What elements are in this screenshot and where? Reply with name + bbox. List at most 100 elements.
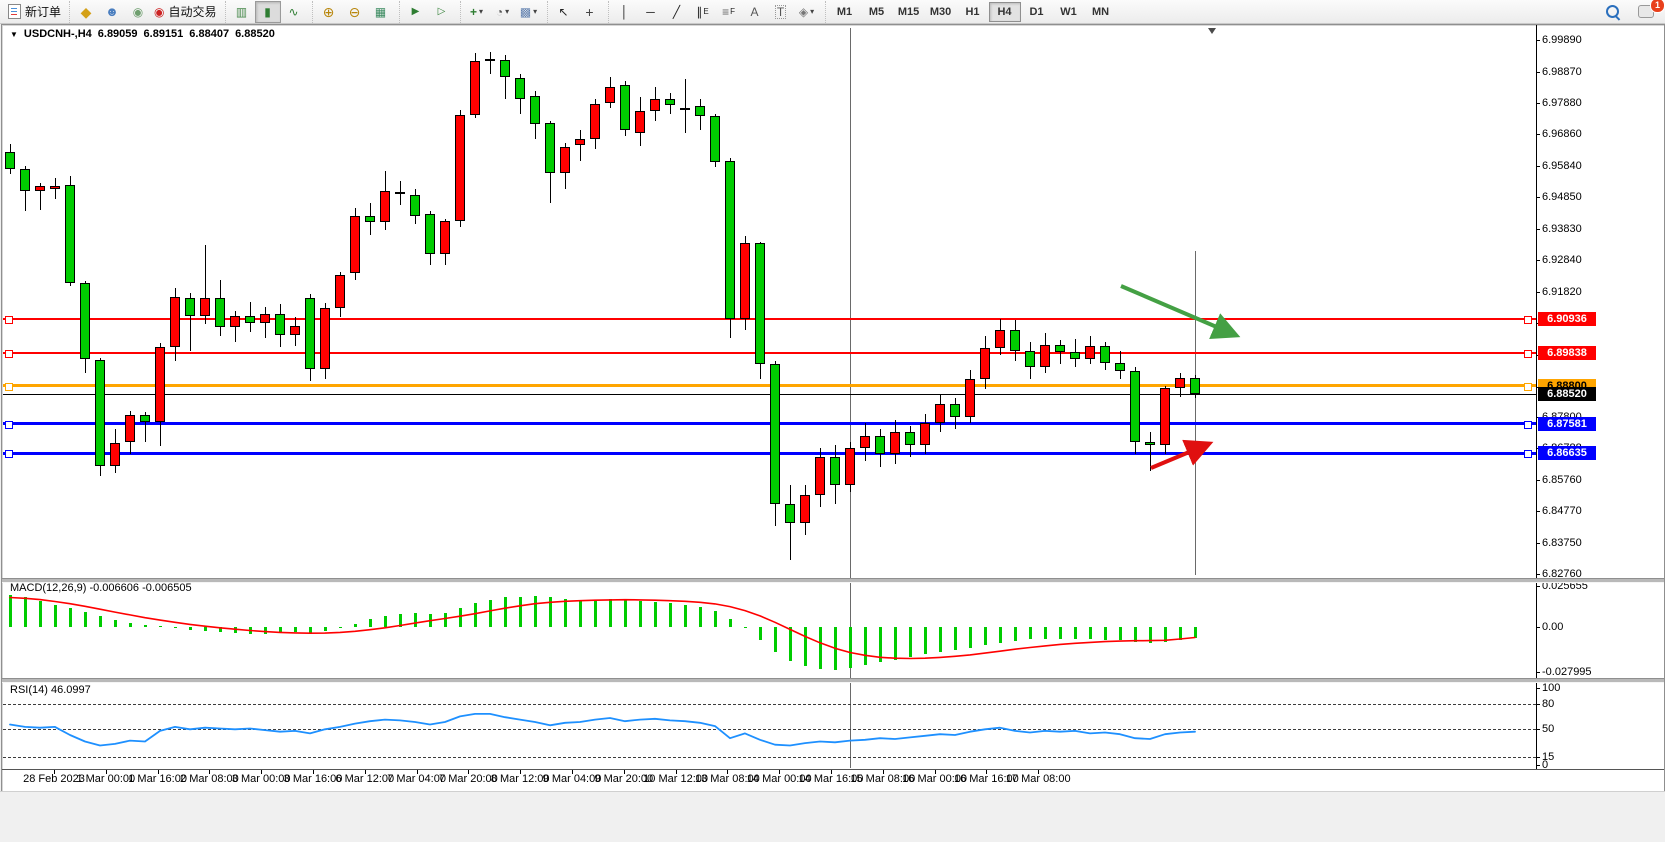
timeframe-h4[interactable]: H4 <box>988 1 1021 22</box>
candle <box>935 404 945 424</box>
candle <box>1115 362 1125 372</box>
time-axis-separator <box>2 769 1664 770</box>
candle <box>620 85 630 131</box>
market-watch-button[interactable]: ◆ <box>73 1 99 23</box>
macd-histogram-bar <box>459 608 462 627</box>
candle <box>1145 441 1155 445</box>
timeframe-toolbar: M1 M5 M15 M30 H1 H4 D1 W1 MN <box>824 0 1120 23</box>
price-axis-label: 6.83750 <box>1542 537 1582 550</box>
horizontal-line-object[interactable] <box>3 352 1536 355</box>
candle-wick <box>205 245 206 324</box>
macd-histogram-bar <box>1074 627 1077 639</box>
line-handle[interactable] <box>1524 350 1532 359</box>
price-axis-label: 6.84770 <box>1542 505 1582 518</box>
ohlc-high: 6.89151 <box>143 28 184 40</box>
timeframe-d1[interactable]: D1 <box>1029 5 1044 18</box>
timeframe-m1[interactable]: M1 <box>836 5 853 18</box>
line-handle[interactable] <box>1524 450 1532 459</box>
horizontal-line-object[interactable] <box>3 422 1536 426</box>
timeframe-mn[interactable]: MN <box>1091 5 1110 18</box>
template-button[interactable]: ▩ ▾ <box>516 1 542 23</box>
status-strip <box>0 791 1665 842</box>
add-chart-icon: + <box>470 4 478 19</box>
period-button[interactable]: ◔ ▾ <box>490 1 516 23</box>
time-axis-tick <box>934 770 936 774</box>
candle <box>1040 345 1050 367</box>
zoom-in-button[interactable]: ⊕ <box>316 1 342 23</box>
zoom-out-icon: ⊖ <box>348 3 361 20</box>
candle <box>1160 388 1170 445</box>
timeframe-h1[interactable]: H1 <box>965 5 980 18</box>
macd-histogram-bar <box>9 595 12 627</box>
label-button[interactable]: T <box>768 1 794 23</box>
shapes-button[interactable]: ◈ ▾ <box>794 1 820 23</box>
line-handle[interactable] <box>5 420 13 429</box>
auto-trading-button[interactable]: ◉ 自动交易 <box>151 1 220 23</box>
candle <box>560 146 570 174</box>
macd-histogram-bar <box>234 627 237 633</box>
line-handle[interactable] <box>5 450 13 459</box>
horizontal-line-object[interactable] <box>3 318 1536 321</box>
line-handle[interactable] <box>1524 316 1532 325</box>
chart-plot-area[interactable]: 6.90936 6.89838 6.88800 6.88520 6.87581 6.866… <box>2 25 1664 791</box>
candle <box>1190 377 1200 395</box>
bar-chart-button[interactable]: ▥ <box>229 1 255 23</box>
ohlc-open: 6.89059 <box>97 28 138 40</box>
collapse-icon[interactable]: ▼ <box>10 29 18 39</box>
macd-histogram-bar <box>354 623 357 627</box>
macd-histogram-bar <box>579 599 582 627</box>
candlestick-chart-button[interactable]: ▮ <box>254 0 281 23</box>
macd-histogram-bar <box>1194 627 1197 638</box>
channel-button[interactable]: ∥ E <box>696 4 709 19</box>
horizontal-line-object[interactable] <box>3 384 1536 388</box>
new-order-button[interactable]: 新订单 <box>5 1 64 23</box>
candle <box>260 314 270 324</box>
line-handle[interactable] <box>5 382 13 391</box>
timeframe-w1[interactable]: W1 <box>1060 5 1077 18</box>
candle <box>1010 329 1020 352</box>
signals-button[interactable]: ◉ <box>125 1 151 23</box>
vertical-line-button[interactable]: │ <box>612 1 638 23</box>
time-axis-tick <box>313 770 314 774</box>
line-handle[interactable] <box>1524 420 1532 429</box>
horizontal-line-object[interactable] <box>3 451 1536 455</box>
candle <box>1025 351 1035 367</box>
macd-label: MACD(12,26,9) -0.006606 -0.006505 <box>10 582 192 594</box>
new-chart-button[interactable]: + ▾ <box>464 1 490 23</box>
price-line-label: 6.88520 <box>1538 387 1596 402</box>
line-handle[interactable] <box>1524 382 1532 391</box>
timeframe-m15[interactable]: M15 <box>897 5 920 18</box>
text-button[interactable]: A <box>742 1 768 23</box>
candle <box>245 316 255 324</box>
trendline-button[interactable]: ╱ <box>664 1 690 23</box>
crosshair-button[interactable]: + <box>577 1 603 23</box>
notifications-button[interactable]: 1 <box>1633 0 1665 23</box>
profile-button[interactable]: ☻ <box>99 1 125 23</box>
search-button[interactable] <box>1599 1 1625 23</box>
tile-windows-button[interactable]: ▦ <box>368 1 394 23</box>
candle <box>920 423 930 445</box>
horizontal-line-button[interactable]: ─ <box>638 1 664 23</box>
chart-shift-button[interactable]: ▷ <box>429 1 455 23</box>
pane-separator[interactable] <box>2 578 1664 583</box>
fibonacci-button[interactable]: ≡ F <box>722 4 735 19</box>
timeframe-m5[interactable]: M5 <box>868 5 885 18</box>
price-axis-tick <box>1536 71 1540 73</box>
timeframe-m30[interactable]: M30 <box>929 5 952 18</box>
macd-histogram-bar <box>189 627 192 630</box>
line-handle[interactable] <box>5 316 13 325</box>
pane-separator[interactable] <box>2 678 1664 683</box>
vertical-line-object[interactable] <box>1195 251 1196 575</box>
candle <box>680 107 690 110</box>
zoom-out-button[interactable]: ⊖ <box>342 1 368 23</box>
current-price-line[interactable] <box>3 393 1536 395</box>
macd-histogram-bar <box>1044 627 1047 639</box>
auto-scroll-button[interactable]: ▶ <box>403 1 429 23</box>
time-axis-label: 10 Mar 12:00 <box>643 773 709 785</box>
chart-window[interactable]: ▼ USDCNH-,H4 6.89059 6.89151 6.88407 6.8… <box>1 24 1665 792</box>
cursor-button[interactable]: ↖ <box>551 1 577 23</box>
price-line-label: 6.86635 <box>1538 446 1596 461</box>
line-chart-button[interactable]: ∿ <box>281 1 307 23</box>
line-handle[interactable] <box>5 350 13 359</box>
vertical-line-object[interactable] <box>850 28 851 768</box>
